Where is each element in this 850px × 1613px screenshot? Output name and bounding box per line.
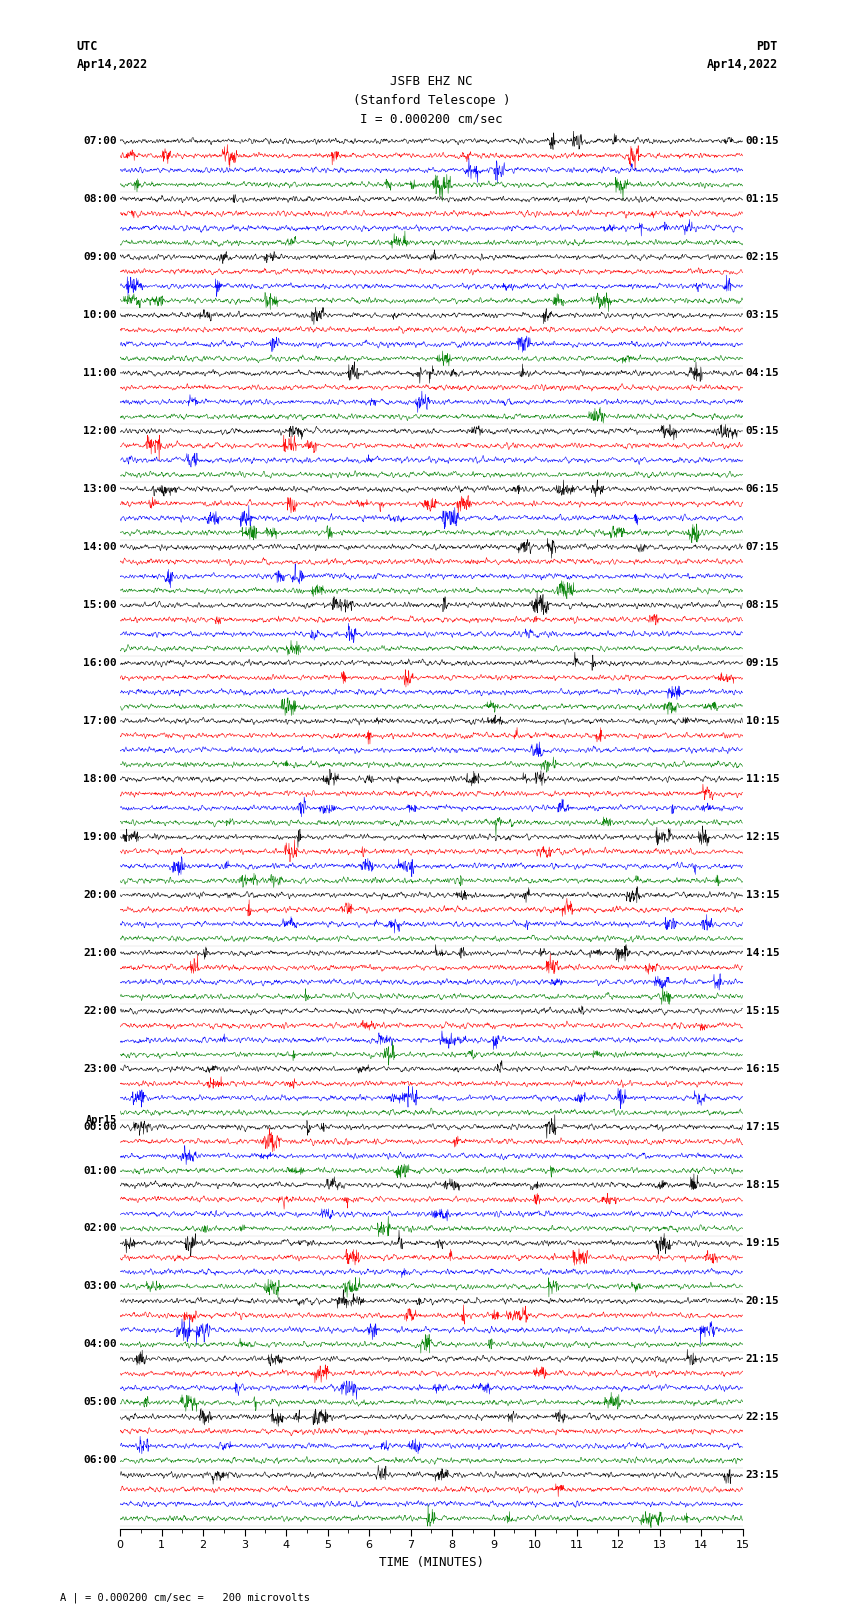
- Text: 13:00: 13:00: [83, 484, 117, 494]
- Text: 00:00: 00:00: [83, 1123, 117, 1132]
- Text: 11:15: 11:15: [745, 774, 779, 784]
- Text: 11:00: 11:00: [83, 368, 117, 377]
- Text: 06:00: 06:00: [83, 1455, 117, 1466]
- Text: 22:00: 22:00: [83, 1007, 117, 1016]
- Text: 03:15: 03:15: [745, 310, 779, 319]
- Text: 23:15: 23:15: [745, 1469, 779, 1481]
- Text: 15:15: 15:15: [745, 1007, 779, 1016]
- Text: 20:15: 20:15: [745, 1295, 779, 1307]
- Text: 04:15: 04:15: [745, 368, 779, 377]
- Text: 03:00: 03:00: [83, 1281, 117, 1292]
- Text: 13:15: 13:15: [745, 890, 779, 900]
- Text: 19:15: 19:15: [745, 1239, 779, 1248]
- Text: 02:00: 02:00: [83, 1224, 117, 1234]
- Text: 17:15: 17:15: [745, 1123, 779, 1132]
- Text: 05:00: 05:00: [83, 1397, 117, 1408]
- Text: 04:00: 04:00: [83, 1339, 117, 1350]
- Text: 21:00: 21:00: [83, 948, 117, 958]
- Text: 10:15: 10:15: [745, 716, 779, 726]
- Text: 08:00: 08:00: [83, 194, 117, 205]
- Text: 10:00: 10:00: [83, 310, 117, 319]
- X-axis label: TIME (MINUTES): TIME (MINUTES): [379, 1557, 484, 1569]
- Text: 12:15: 12:15: [745, 832, 779, 842]
- Text: 09:00: 09:00: [83, 252, 117, 263]
- Text: 18:00: 18:00: [83, 774, 117, 784]
- Text: 08:15: 08:15: [745, 600, 779, 610]
- Text: 21:15: 21:15: [745, 1353, 779, 1365]
- Text: PDT
Apr14,2022: PDT Apr14,2022: [706, 40, 778, 71]
- Text: 19:00: 19:00: [83, 832, 117, 842]
- Text: 15:00: 15:00: [83, 600, 117, 610]
- Text: 16:00: 16:00: [83, 658, 117, 668]
- Text: 00:15: 00:15: [745, 135, 779, 147]
- Text: 01:15: 01:15: [745, 194, 779, 205]
- Text: 16:15: 16:15: [745, 1065, 779, 1074]
- Text: 12:00: 12:00: [83, 426, 117, 436]
- Text: 14:00: 14:00: [83, 542, 117, 552]
- Text: 07:00: 07:00: [83, 135, 117, 147]
- Text: 06:15: 06:15: [745, 484, 779, 494]
- Text: 07:15: 07:15: [745, 542, 779, 552]
- Text: 20:00: 20:00: [83, 890, 117, 900]
- Text: 17:00: 17:00: [83, 716, 117, 726]
- Text: 05:15: 05:15: [745, 426, 779, 436]
- Text: 14:15: 14:15: [745, 948, 779, 958]
- Text: 18:15: 18:15: [745, 1181, 779, 1190]
- Text: 22:15: 22:15: [745, 1411, 779, 1423]
- Text: Apr15: Apr15: [86, 1115, 117, 1124]
- Text: 09:15: 09:15: [745, 658, 779, 668]
- Title: JSFB EHZ NC
(Stanford Telescope )
I = 0.000200 cm/sec: JSFB EHZ NC (Stanford Telescope ) I = 0.…: [353, 74, 510, 126]
- Text: UTC
Apr14,2022: UTC Apr14,2022: [76, 40, 148, 71]
- Text: 02:15: 02:15: [745, 252, 779, 263]
- Text: A | = 0.000200 cm/sec =   200 microvolts: A | = 0.000200 cm/sec = 200 microvolts: [60, 1592, 309, 1603]
- Text: 23:00: 23:00: [83, 1065, 117, 1074]
- Text: 01:00: 01:00: [83, 1166, 117, 1176]
